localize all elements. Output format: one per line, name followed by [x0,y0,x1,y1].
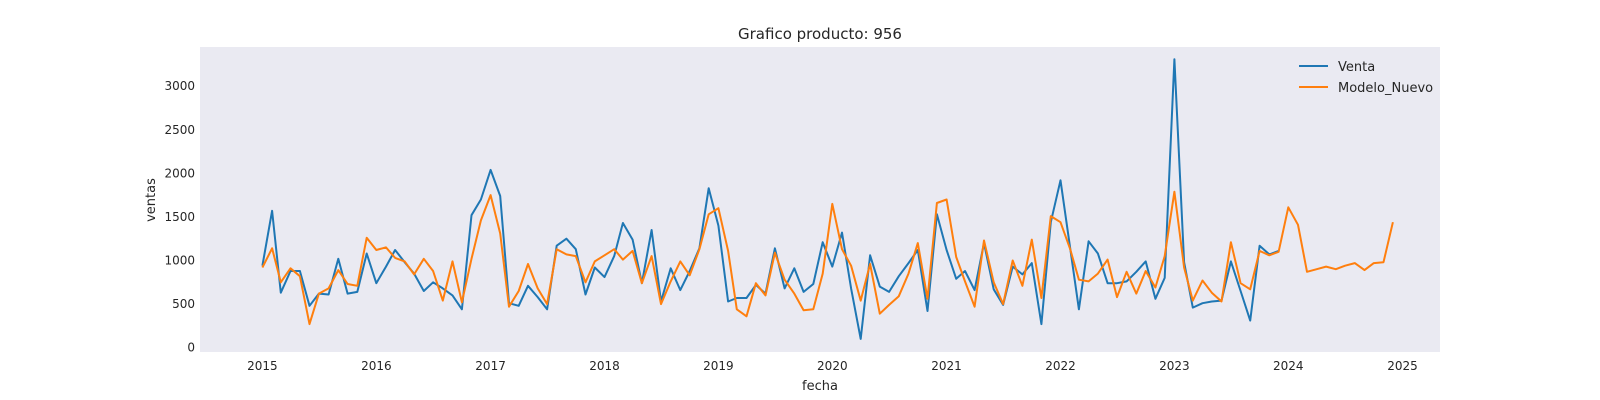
x-axis-label: fecha [802,379,838,394]
plot-background [200,47,1440,352]
x-tick-label: 2020 [817,359,848,373]
y-tick-label: 1000 [164,254,195,268]
x-tick-label: 2018 [589,359,620,373]
legend-label: Modelo_Nuevo [1338,81,1433,96]
series-line-modelo-nuevo [261,190,1394,326]
y-axis-label: ventas [144,178,159,222]
y-tick-label: 500 [172,297,195,311]
x-tick-label: 2025 [1387,359,1418,373]
x-tick-label: 2022 [1045,359,1076,373]
y-tick-label: 0 [187,341,195,355]
y-tick-label: 2500 [164,123,195,137]
x-tick-label: 2015 [247,359,278,373]
x-tick-label: 2016 [361,359,392,373]
x-tick-label: 2017 [475,359,506,373]
series-layer [261,58,1394,340]
y-axis: 0 500 1000 1500 2000 2500 3000 [164,79,195,354]
x-axis: 2015 2016 2017 2018 2019 2020 2021 2022 2023 2024… [247,359,1418,373]
x-tick-label: 2024 [1273,359,1304,373]
x-tick-label: 2021 [931,359,962,373]
y-tick-label: 3000 [164,79,195,93]
y-tick-label: 2000 [164,166,195,180]
chart-title: Grafico producto: 956 [738,25,902,43]
legend: Venta Modelo_Nuevo [1299,60,1433,96]
x-tick-label: 2019 [703,359,734,373]
y-tick-label: 1500 [164,210,195,224]
legend-label: Venta [1338,60,1375,75]
x-tick-label: 2023 [1159,359,1190,373]
